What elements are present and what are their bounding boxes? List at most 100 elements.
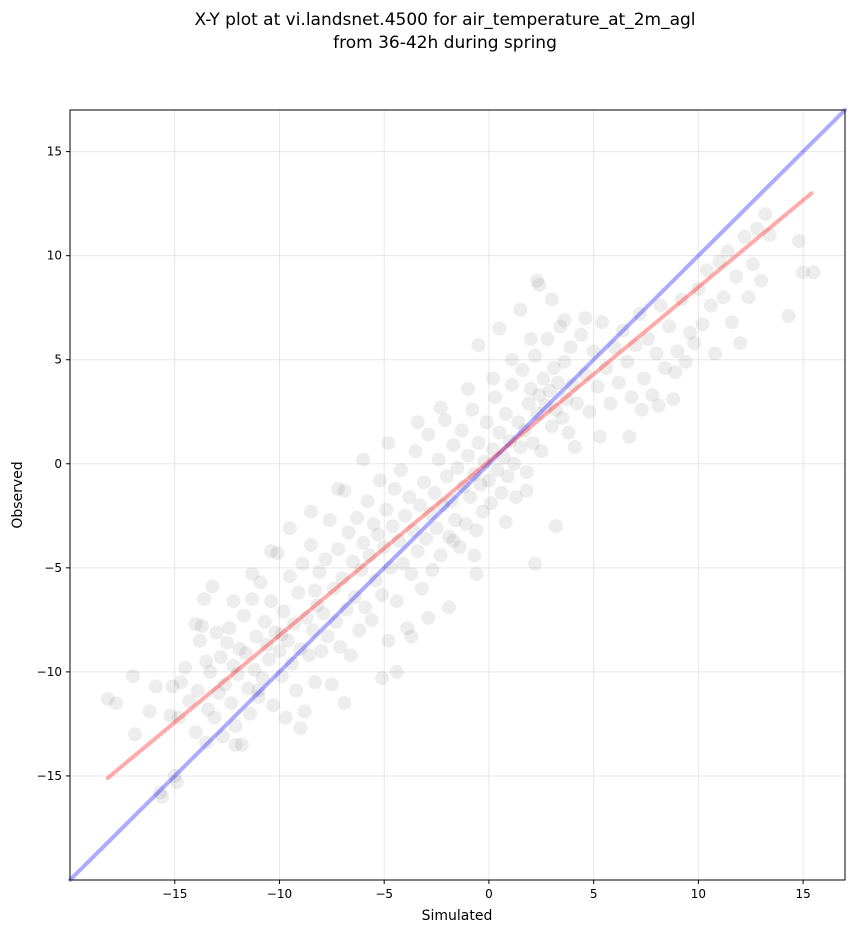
- data-point: [559, 392, 574, 407]
- data-point: [165, 679, 180, 694]
- data-point: [370, 527, 385, 542]
- data-point: [228, 719, 243, 733]
- data-point: [555, 411, 570, 425]
- data-point: [699, 263, 714, 278]
- data-point: [634, 402, 649, 417]
- data-point: [528, 348, 542, 363]
- data-point: [282, 521, 297, 536]
- data-point: [234, 737, 249, 752]
- data-point: [350, 510, 364, 525]
- data-point: [421, 610, 436, 625]
- data-point: [293, 642, 308, 656]
- data-point: [236, 608, 251, 623]
- data-point: [402, 490, 417, 505]
- data-point: [806, 265, 821, 280]
- data-point: [540, 331, 555, 346]
- data-point: [155, 789, 170, 804]
- data-point: [396, 556, 410, 571]
- data-point: [333, 639, 348, 654]
- data-point: [425, 562, 440, 577]
- data-point: [270, 546, 285, 561]
- data-point: [192, 633, 207, 648]
- data-point: [354, 562, 369, 577]
- data-point: [477, 454, 492, 469]
- data-point: [796, 265, 811, 280]
- y-axis-label: Observed: [10, 461, 26, 528]
- data-point: [335, 571, 350, 586]
- data-point: [666, 392, 681, 407]
- data-point: [398, 508, 413, 523]
- data-point: [553, 319, 568, 334]
- data-point: [232, 642, 247, 656]
- data-point: [737, 229, 752, 244]
- x-tick-label: 10: [691, 887, 706, 901]
- data-point: [222, 621, 237, 636]
- data-point: [245, 592, 260, 607]
- y-tick-label: −15: [37, 769, 62, 783]
- data-point: [762, 227, 777, 242]
- data-point: [262, 652, 276, 667]
- data-point: [218, 677, 232, 692]
- data-point: [220, 635, 235, 650]
- data-point: [366, 517, 381, 532]
- data-point: [440, 469, 454, 484]
- data-point: [448, 513, 463, 527]
- data-point: [720, 244, 735, 259]
- x-tick-label: 0: [485, 887, 493, 901]
- data-point: [412, 498, 427, 513]
- data-point: [381, 436, 396, 450]
- data-point: [513, 440, 528, 455]
- data-point: [389, 594, 404, 609]
- data-point: [515, 363, 530, 378]
- data-point: [375, 671, 390, 686]
- data-point: [174, 675, 188, 690]
- data-point: [500, 469, 515, 484]
- data-point: [188, 725, 203, 740]
- data-point: [471, 436, 486, 450]
- data-point: [712, 254, 727, 269]
- data-point: [148, 679, 163, 694]
- data-point: [523, 381, 538, 396]
- data-point: [446, 533, 461, 548]
- data-point: [253, 575, 268, 590]
- data-point: [201, 702, 216, 717]
- data-point: [563, 340, 578, 355]
- data-point: [708, 346, 723, 361]
- data-point: [433, 548, 448, 563]
- data-point: [582, 404, 597, 419]
- data-point: [544, 292, 559, 307]
- data-point: [578, 367, 593, 382]
- data-point: [224, 696, 239, 711]
- data-point: [565, 377, 580, 392]
- data-point: [264, 544, 279, 559]
- data-point: [364, 612, 379, 627]
- data-point: [274, 669, 289, 684]
- data-point: [410, 415, 425, 430]
- y-tick-label: 0: [54, 457, 62, 471]
- data-point: [513, 302, 528, 317]
- data-point: [303, 537, 318, 552]
- data-point: [406, 523, 421, 538]
- data-point: [324, 677, 339, 692]
- plot-frame: [69, 109, 846, 881]
- data-point: [603, 396, 618, 411]
- data-point: [247, 662, 262, 677]
- data-point: [490, 463, 505, 477]
- chart-title-line-1: X-Y plot at vi.landsnet.4500 for air_tem…: [194, 10, 695, 30]
- data-point: [754, 273, 769, 288]
- data-point: [557, 313, 572, 328]
- data-point: [505, 352, 519, 367]
- data-point: [492, 321, 507, 336]
- data-point: [339, 602, 354, 617]
- data-point: [400, 621, 415, 636]
- data-point: [280, 633, 295, 648]
- data-point: [454, 423, 469, 438]
- chart-title-line-2: from 36-42h during spring: [333, 33, 557, 53]
- data-point: [404, 567, 419, 582]
- data-point: [167, 768, 182, 783]
- data-point: [276, 604, 291, 619]
- data-point: [607, 340, 622, 355]
- data-point: [461, 381, 475, 396]
- data-point: [287, 617, 302, 631]
